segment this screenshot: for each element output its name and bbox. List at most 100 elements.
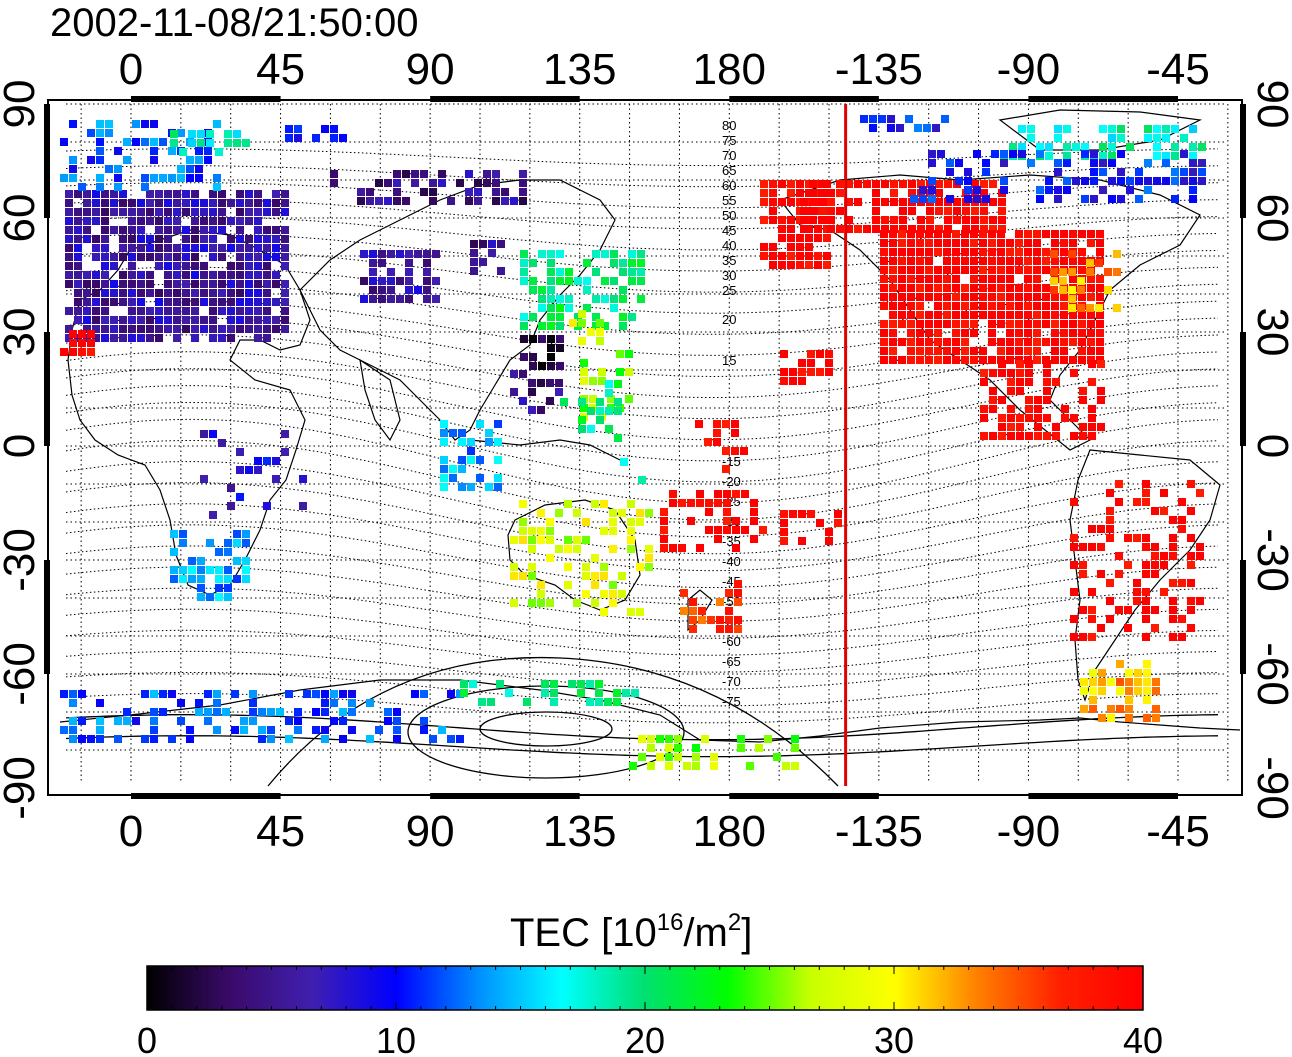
tec-pixel	[899, 216, 907, 224]
tec-pixel	[233, 139, 241, 147]
tec-pixel	[1143, 660, 1151, 668]
tec-pixel	[206, 139, 214, 147]
tec-pixel	[746, 762, 754, 770]
tec-pixel	[628, 250, 636, 258]
tec-pixel	[814, 225, 822, 233]
mlat-contour-pole	[479, 711, 613, 747]
tec-pixel	[701, 735, 709, 743]
tec-pixel	[141, 138, 149, 146]
tec-pixel	[200, 325, 208, 333]
tec-pixel	[750, 499, 758, 507]
tec-pixel	[1160, 507, 1168, 515]
tec-pixel	[1087, 311, 1095, 319]
tec-pixel	[547, 353, 555, 361]
tec-pixel	[65, 262, 73, 270]
tec-pixel	[330, 125, 338, 133]
tec-pixel	[863, 225, 871, 233]
tec-pixel	[393, 708, 401, 716]
tec-pixel	[227, 217, 235, 225]
tec-pixel	[119, 334, 127, 342]
tec-pixel	[155, 307, 163, 315]
tec-pixel	[710, 753, 718, 761]
tec-pixel	[164, 244, 172, 252]
tec-pixel	[423, 268, 431, 276]
tec-pixel	[565, 304, 573, 312]
tec-pixel	[988, 329, 996, 337]
tec-pixel	[998, 423, 1006, 431]
tec-pixel	[547, 362, 555, 370]
tec-pixel	[769, 198, 777, 206]
tec-pixel	[889, 356, 897, 364]
tec-pixel	[898, 257, 906, 265]
tec-pixel	[423, 250, 431, 258]
tec-pixel	[470, 258, 478, 266]
contour-label: 70	[722, 148, 736, 163]
tec-pixel	[898, 230, 906, 238]
tec-pixel	[1108, 177, 1116, 185]
tec-pixel	[128, 217, 136, 225]
tec-pixel	[970, 356, 978, 364]
colorbar-tick-label: 40	[1123, 1020, 1163, 1057]
tec-pixel	[528, 545, 536, 553]
tec-pixel	[272, 316, 280, 324]
tec-pixel	[997, 284, 1005, 292]
tec-pixel	[1060, 347, 1068, 355]
tec-pixel	[1107, 705, 1115, 713]
tec-pixel	[962, 216, 970, 224]
tec-pixel	[618, 572, 626, 580]
tec-pixel	[645, 563, 653, 571]
tec-pixel	[254, 262, 262, 270]
tec-pixel	[638, 735, 646, 743]
map-border	[47, 99, 1243, 796]
tec-pixel	[979, 239, 987, 247]
colorbar-tick-label: 10	[376, 1020, 416, 1057]
tec-pixel	[123, 138, 131, 146]
tec-pixel	[1060, 248, 1068, 256]
tec-pixel	[787, 198, 795, 206]
tec-pixel	[173, 271, 181, 279]
tec-pixel	[961, 329, 969, 337]
tec-pixel	[191, 244, 199, 252]
tec-pixel	[263, 289, 271, 297]
tec-pixel	[218, 208, 226, 216]
tec-pixel	[583, 304, 591, 312]
tec-pixel	[1068, 250, 1076, 258]
tec-pixel	[1089, 687, 1097, 695]
tec-pixel	[627, 608, 635, 616]
tec-pixel	[1087, 239, 1095, 247]
tec-pixel	[119, 325, 127, 333]
frame-bar-top	[131, 96, 281, 102]
tec-pixel	[528, 572, 536, 580]
tec-pixel	[789, 510, 797, 518]
frame-bar-right	[1240, 104, 1246, 218]
tec-pixel	[863, 180, 871, 188]
tec-pixel	[705, 526, 713, 534]
tec-pixel	[755, 744, 763, 752]
tec-pixel	[943, 320, 951, 328]
tec-pixel	[1126, 177, 1134, 185]
tec-pixel	[1033, 329, 1041, 337]
tec-pixel	[267, 735, 275, 743]
tec-pixel	[330, 690, 338, 698]
tec-pixel	[1087, 275, 1095, 283]
tec-pixel	[796, 189, 804, 197]
contour-label: 65	[722, 163, 736, 178]
tec-pixel	[860, 115, 868, 123]
tec-pixel	[479, 240, 487, 248]
tec-pixel	[605, 425, 613, 433]
contour-label: -20	[722, 474, 741, 489]
tec-pixel	[605, 389, 613, 397]
tec-pixel	[218, 307, 226, 315]
tec-pixel	[188, 575, 196, 583]
tec-pixel	[547, 344, 555, 352]
tec-pixel	[405, 250, 413, 258]
tec-pixel	[254, 226, 262, 234]
tec-pixel	[470, 240, 478, 248]
tec-pixel	[245, 262, 253, 270]
tec-pixel	[204, 717, 212, 725]
tec-pixel	[916, 239, 924, 247]
tec-pixel	[1189, 177, 1197, 185]
tec-pixel	[660, 544, 668, 552]
tec-pixel	[65, 271, 73, 279]
tec-pixel	[384, 708, 392, 716]
